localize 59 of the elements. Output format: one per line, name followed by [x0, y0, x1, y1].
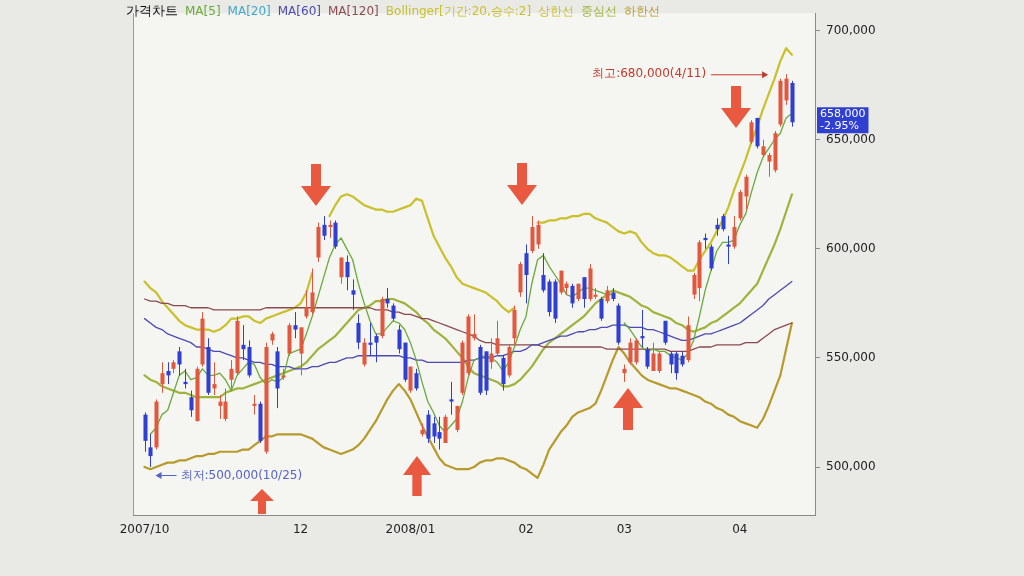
candlestick — [524, 243, 529, 304]
candlestick — [293, 311, 298, 339]
candlestick — [749, 119, 754, 145]
candlestick — [333, 219, 338, 250]
candlestick — [489, 337, 494, 370]
candlestick — [166, 361, 171, 385]
x-tick-label: 12 — [292, 522, 309, 537]
y-tick-label: 550,000 — [826, 350, 876, 365]
candlestick — [495, 320, 500, 357]
candlestick — [183, 368, 188, 389]
candlestick — [148, 433, 153, 468]
candlestick — [345, 254, 350, 291]
candlestick — [732, 215, 737, 250]
candlestick — [582, 276, 587, 309]
annotation: 최저:500,000(10/25) — [180, 467, 303, 482]
candlestick — [339, 257, 344, 285]
legend-title: Bollinger[기간:20,승수:2] — [385, 4, 532, 18]
text: 중심선 — [581, 4, 618, 18]
text: MA[60] — [277, 4, 321, 18]
text: 상한선 — [538, 4, 575, 18]
candlestick — [570, 283, 575, 309]
candlestick — [351, 278, 356, 311]
x-tick-label: 04 — [732, 522, 748, 537]
candlestick — [408, 366, 413, 394]
candlestick — [640, 309, 645, 348]
y-tick-label: 700,000 — [826, 22, 876, 37]
candlestick — [455, 405, 460, 433]
candlestick — [189, 390, 194, 418]
candlestick — [356, 313, 361, 350]
candlestick — [414, 368, 419, 392]
candlestick — [177, 346, 182, 376]
text: 하한선 — [624, 4, 661, 18]
candlestick — [709, 243, 714, 272]
legend-label: MA[20] — [227, 4, 271, 18]
y-tick-label: 500,000 — [826, 459, 876, 474]
x-tick-label: 2007/10 — [119, 522, 170, 537]
candlestick — [252, 394, 257, 416]
candlestick — [726, 235, 731, 265]
candlestick — [160, 361, 165, 394]
candlestick — [599, 296, 604, 322]
annotation: 최고:680,000(4/11) — [592, 66, 707, 81]
candlestick — [449, 381, 454, 416]
x-tick-label: 2008/01 — [385, 522, 436, 537]
candlestick — [328, 219, 333, 239]
chart-title: 가격차트 — [126, 3, 178, 18]
candlestick — [212, 361, 217, 396]
candlestick — [322, 215, 327, 241]
text: MA[5] — [185, 4, 221, 18]
candlestick — [374, 333, 379, 363]
candlestick — [645, 346, 650, 370]
text: 658,000 -2.95% — [820, 107, 866, 133]
text: MA[120] — [327, 4, 379, 18]
y-tick-label: 650,000 — [826, 131, 876, 146]
candlestick — [385, 287, 390, 309]
x-tick-label: 03 — [616, 522, 632, 537]
candlestick — [362, 337, 367, 368]
x-tick-label: 02 — [518, 522, 534, 537]
y-tick-label: 600,000 — [826, 240, 876, 255]
candlestick — [368, 322, 373, 357]
